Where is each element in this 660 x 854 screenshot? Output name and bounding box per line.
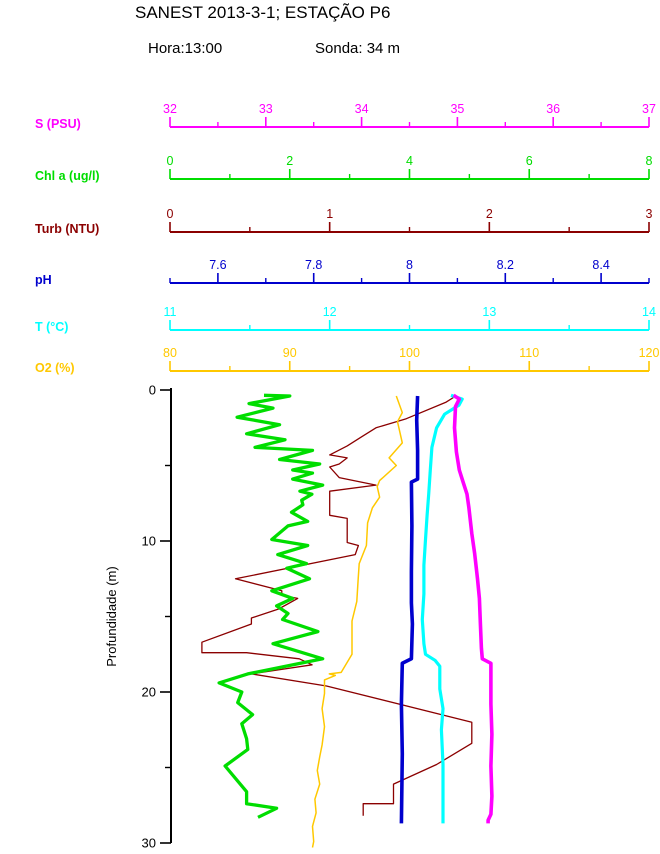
trace-o2 <box>311 395 404 848</box>
trace-s <box>452 393 494 824</box>
trace-ph <box>399 395 420 824</box>
tick-label-ph: 7.8 <box>305 258 322 272</box>
depth-tick-label: 10 <box>142 534 156 549</box>
tick-label-turb: 0 <box>167 207 174 221</box>
trace-chl <box>217 393 325 819</box>
trace-t <box>420 393 464 824</box>
tick-label-s: 35 <box>450 102 464 116</box>
depth-tick-label: 0 <box>149 383 156 398</box>
tick-label-chl: 8 <box>646 154 653 168</box>
tick-label-o2: 90 <box>283 346 297 360</box>
tick-label-s: 36 <box>546 102 560 116</box>
axis-label-o2: O2 (%) <box>35 361 75 375</box>
tick-label-o2: 80 <box>163 346 177 360</box>
axis-label-turb: Turb (NTU) <box>35 222 99 236</box>
depth-tick-label: 20 <box>142 685 156 700</box>
tick-label-chl: 4 <box>406 154 413 168</box>
tick-label-s: 37 <box>642 102 656 116</box>
tick-label-turb: 3 <box>646 207 653 221</box>
tick-label-o2: 100 <box>399 346 420 360</box>
tick-label-ph: 8 <box>406 258 413 272</box>
tick-label-s: 32 <box>163 102 177 116</box>
axis-label-s: S (PSU) <box>35 117 81 131</box>
tick-label-chl: 6 <box>526 154 533 168</box>
tick-label-o2: 110 <box>519 346 539 360</box>
tick-label-ph: 7.6 <box>209 258 226 272</box>
sounding-depth-label: Sonda: 34 m <box>315 40 401 57</box>
tick-label-s: 33 <box>259 102 273 116</box>
depth-axis-title: Profundidade (m) <box>104 566 119 666</box>
tick-label-s: 34 <box>355 102 369 116</box>
tick-label-t: 14 <box>642 305 656 319</box>
tick-label-o2: 120 <box>639 346 660 360</box>
tick-label-t: 12 <box>323 305 337 319</box>
tick-label-chl: 2 <box>286 154 293 168</box>
axis-label-t: T (°C) <box>35 320 68 334</box>
page-title: SANEST 2013-3-1; ESTAÇÃO P6 <box>135 3 391 22</box>
trace-turb <box>201 395 473 816</box>
tick-label-turb: 1 <box>326 207 333 221</box>
tick-label-ph: 8.4 <box>592 258 609 272</box>
tick-label-t: 11 <box>164 305 177 319</box>
axis-label-chl: Chl a (ug/l) <box>35 169 100 183</box>
tick-label-t: 13 <box>482 305 496 319</box>
tick-label-ph: 8.2 <box>497 258 514 272</box>
tick-label-turb: 2 <box>486 207 493 221</box>
tick-label-chl: 0 <box>167 154 174 168</box>
depth-tick-label: 30 <box>142 836 156 851</box>
time-label: Hora:13:00 <box>148 40 223 57</box>
axis-label-ph: pH <box>35 273 52 287</box>
